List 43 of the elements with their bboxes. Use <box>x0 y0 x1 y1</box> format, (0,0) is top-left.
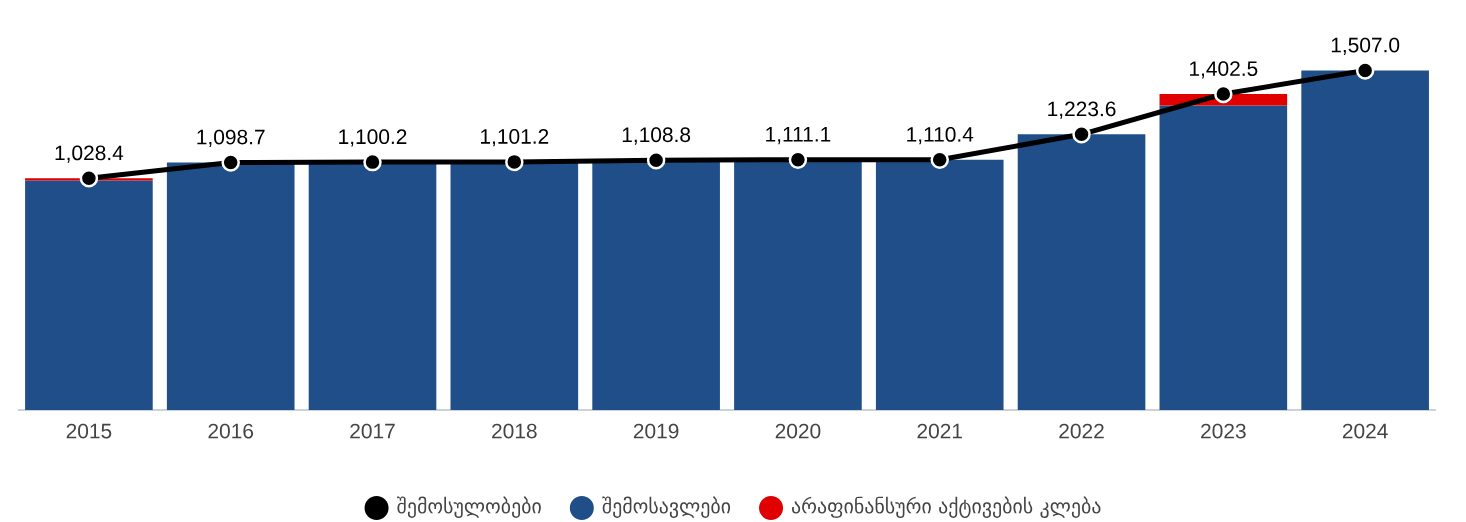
point <box>646 150 666 170</box>
x-tick-label: 2019 <box>633 423 679 439</box>
bar <box>592 160 720 410</box>
x-tick-label: 2017 <box>350 423 395 439</box>
x-tick-label: 2021 <box>917 423 962 439</box>
bar <box>734 159 862 410</box>
bar <box>25 180 153 410</box>
bar <box>1017 134 1146 410</box>
point <box>79 169 99 188</box>
legend-label: შემოსავლები <box>602 496 731 518</box>
point <box>221 153 240 172</box>
point <box>1214 84 1233 104</box>
bar <box>1301 70 1429 410</box>
x-tick-label: 2018 <box>492 423 537 439</box>
point <box>1072 125 1091 144</box>
data-label: 1,101.2 <box>481 129 549 147</box>
data-label: 1,402.5 <box>1190 61 1258 79</box>
data-label: 1,110.4 <box>907 127 974 145</box>
data-label: 1,100.2 <box>339 129 407 147</box>
point <box>505 152 524 172</box>
data-label: 1,098.7 <box>197 129 265 147</box>
legend-label: არაფინანსური აქტივების კლება <box>791 496 1101 518</box>
point <box>1355 61 1375 80</box>
x-tick-label: 2022 <box>1059 423 1104 439</box>
data-label: 1,028.4 <box>55 145 124 163</box>
x-tick-label: 2023 <box>1201 423 1246 439</box>
x-tick-label: 2020 <box>775 423 821 439</box>
point <box>930 150 949 170</box>
bar <box>875 159 1004 410</box>
legend-label: შემოსულობები <box>397 496 541 518</box>
bar <box>450 161 579 410</box>
x-tick-label: 2015 <box>66 423 112 439</box>
point <box>363 152 382 172</box>
data-label: 1,507.0 <box>1331 37 1400 55</box>
x-tick-label: 2016 <box>208 423 254 439</box>
bar <box>308 162 437 410</box>
data-label: 1,108.8 <box>622 127 691 145</box>
data-label: 1,111.1 <box>766 127 831 145</box>
bar <box>1159 105 1288 410</box>
bar <box>166 162 295 410</box>
point <box>788 150 808 169</box>
data-label: 1,223.6 <box>1048 101 1116 119</box>
x-tick-label: 2024 <box>1342 423 1388 439</box>
